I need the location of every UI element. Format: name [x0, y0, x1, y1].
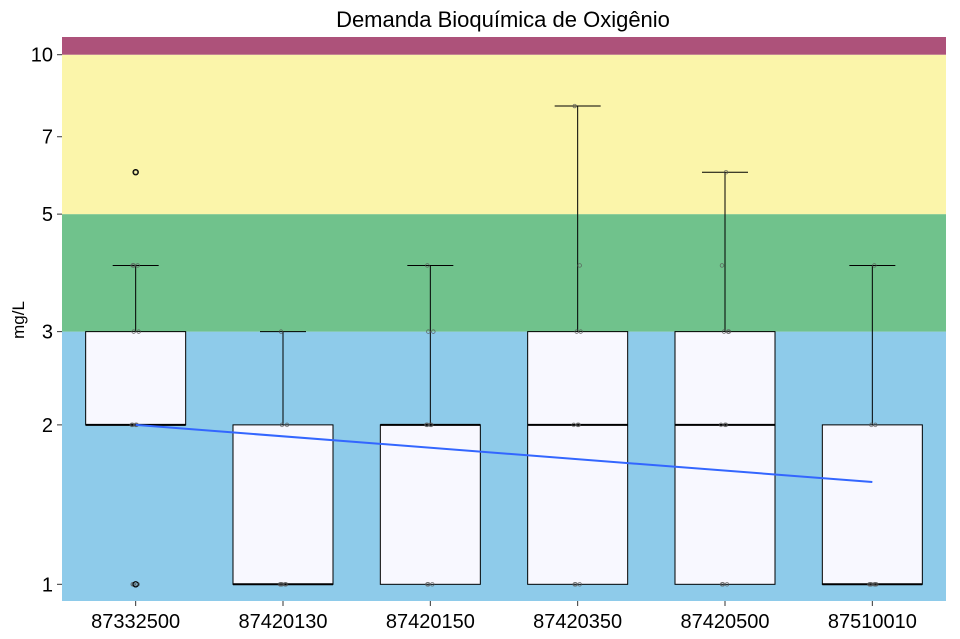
- trend-line: [135, 423, 873, 484]
- box-body: [527, 331, 629, 585]
- box-body: [821, 424, 923, 585]
- data-point: [718, 422, 724, 428]
- data-point: [425, 263, 430, 268]
- x-tick-label: 87332500: [91, 611, 180, 633]
- box-plots: [85, 105, 923, 586]
- box-87420500: [674, 171, 776, 585]
- data-point: [578, 329, 583, 334]
- y-tick-label: 2: [42, 415, 53, 437]
- data-point: [426, 329, 431, 334]
- data-point: [278, 329, 284, 334]
- data-point: [430, 582, 435, 587]
- box-body: [379, 424, 481, 585]
- data-point: [279, 422, 285, 428]
- data-point: [873, 422, 878, 428]
- data-point: [721, 329, 727, 334]
- data-point: [719, 263, 725, 268]
- data-point: [869, 582, 874, 587]
- box-87420150: [379, 264, 481, 585]
- outlier-point: [132, 168, 139, 176]
- data-point: [131, 329, 136, 334]
- box-87420350: [527, 105, 629, 585]
- box-body: [85, 331, 187, 426]
- y-tick-label: 3: [42, 322, 53, 344]
- data-point: [283, 582, 289, 587]
- x-tick-label: 87420130: [239, 611, 328, 633]
- x-tick-label: 87420500: [681, 611, 770, 633]
- data-points: [129, 103, 879, 588]
- quality-bands: [62, 37, 946, 601]
- y-axis-label: mg/L: [9, 301, 28, 339]
- x-tick-label: 87420350: [533, 611, 622, 633]
- data-point: [723, 169, 729, 175]
- y-tick-label: 5: [42, 204, 53, 226]
- y-tick-label: 7: [42, 127, 53, 149]
- data-point: [573, 582, 578, 587]
- y-tick-label: 10: [31, 45, 53, 67]
- data-point: [874, 582, 879, 587]
- data-point: [577, 263, 582, 268]
- data-point: [577, 582, 582, 587]
- box-87510010: [821, 264, 923, 586]
- data-point: [429, 422, 434, 428]
- outlier-point: [132, 581, 139, 588]
- x-tick-label: 87510010: [828, 611, 917, 633]
- data-point: [869, 422, 874, 428]
- data-point: [279, 582, 285, 587]
- data-point: [574, 329, 579, 334]
- data-point: [723, 422, 729, 428]
- data-point: [726, 329, 732, 334]
- data-point: [571, 422, 576, 428]
- data-point: [136, 329, 141, 334]
- data-point: [431, 329, 436, 334]
- data-point: [724, 582, 730, 587]
- x-tick-label: 87420150: [386, 611, 475, 633]
- data-point: [425, 422, 430, 428]
- data-point: [131, 263, 136, 268]
- x-axis: 87332500 87420130 87420150 87420350 87420500…: [91, 601, 917, 633]
- data-point: [572, 103, 577, 109]
- box-body: [674, 331, 776, 585]
- data-point: [284, 422, 290, 428]
- y-tick-label: 1: [42, 574, 53, 596]
- box-87420130: [232, 331, 334, 586]
- chart-title: Demanda Bioquímica de Oxigênio: [336, 7, 670, 32]
- band-3: [62, 37, 946, 55]
- data-point: [130, 422, 135, 428]
- data-point: [720, 582, 726, 587]
- band-0: [62, 331, 946, 601]
- data-point: [426, 582, 431, 587]
- band-1: [62, 214, 946, 332]
- box-body: [232, 424, 334, 585]
- data-point: [133, 169, 138, 175]
- band-2: [62, 54, 946, 215]
- y-axis: 1 2 3 5 7 10: [31, 45, 62, 596]
- box-87332500: [85, 264, 187, 426]
- data-point: [576, 422, 581, 428]
- trend-line-layer: [135, 423, 873, 484]
- data-point: [872, 263, 877, 268]
